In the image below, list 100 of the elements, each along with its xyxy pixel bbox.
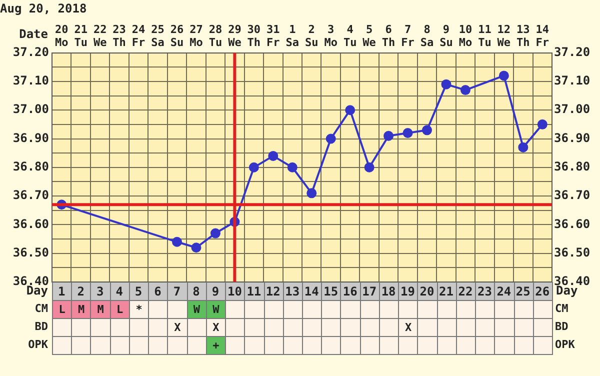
x-tick-label: 26 Su	[170, 22, 184, 50]
x-tick-label: 25 Sa	[151, 22, 164, 50]
x2-tick-label: 20	[420, 284, 434, 298]
x2-tick-label: 1	[58, 284, 66, 298]
x-tick-label: 22 We	[93, 22, 108, 50]
x2-tick-label: 15	[324, 284, 338, 298]
point	[384, 130, 394, 141]
x2-tick-label: 17	[362, 284, 377, 298]
x2-tick-label: 23	[477, 284, 492, 298]
category-label: BD	[555, 320, 568, 333]
x-tick-label: 6 Th	[382, 22, 396, 50]
x-tick-label: 2 Su	[304, 22, 318, 50]
y2-tick-label: 37.10	[554, 74, 590, 88]
x2-tick-label: 8	[192, 284, 200, 298]
table-cell: X	[398, 318, 418, 337]
x-tick-label: 23 Th	[112, 22, 126, 50]
chart-title: Aug 20, 2018	[0, 1, 87, 16]
x2-tick-label: 4	[116, 284, 123, 298]
x-axis-title: Date	[19, 26, 48, 41]
x2-tick-label: 9	[212, 284, 220, 298]
y2-tick-label: 36.70	[554, 188, 590, 202]
y-tick-label: 37.20	[12, 44, 49, 59]
category-label: CM	[34, 302, 48, 315]
x2-tick-label: 21	[439, 284, 454, 298]
point	[460, 85, 470, 96]
x2-tick-label: 26	[535, 284, 550, 298]
category-label: OPK	[555, 338, 575, 351]
table-cell: L	[110, 300, 130, 319]
point	[248, 162, 259, 172]
y2-tick-label: 36.60	[554, 216, 590, 231]
x-tick-label: 20 Mo	[54, 22, 69, 50]
x-tick-label: 13 Th	[516, 22, 530, 50]
x-tick-label: 7 Fr	[401, 22, 415, 50]
x-tick-label: 28 Tu	[208, 22, 222, 50]
x2-tick-label: 11	[246, 284, 262, 298]
x2-tick-label: 14	[304, 284, 319, 298]
x2-tick-label: 10	[227, 284, 242, 298]
x2-tick-label: 19	[400, 284, 415, 298]
x-tick-label: 29 We	[228, 22, 242, 50]
x2-tick-label: 25	[516, 284, 530, 298]
x2-tick-label: 18	[381, 284, 396, 298]
point	[210, 228, 220, 238]
x-tick-label: 12 We	[497, 22, 511, 50]
x2-tick-label: 6	[154, 284, 162, 298]
point	[402, 128, 413, 138]
point	[364, 162, 374, 172]
point	[191, 242, 202, 253]
x-tick-label: 11 Tu	[478, 22, 492, 50]
y-tick-label: 36.80	[12, 160, 49, 174]
x2-tick-label: 12	[266, 284, 280, 298]
y2-tick-label: 36.80	[554, 160, 590, 174]
point	[326, 134, 336, 144]
y-tick-label: 36.60	[12, 216, 49, 231]
x-tick-label: 27 Mo	[190, 22, 204, 50]
x-tick-label: 3 Mo	[324, 22, 338, 50]
y2-tick-label: 36.50	[554, 245, 590, 260]
x2-tick-label: 22	[458, 284, 473, 298]
table-cell: X	[167, 318, 188, 337]
y-tick-label: 37.10	[12, 74, 49, 88]
x-tick-label: 30 Th	[247, 22, 261, 50]
table-cell: L	[52, 300, 72, 319]
x2-tick-label: 2	[77, 284, 84, 298]
y-tick-label: 36.90	[12, 130, 49, 145]
x-tick-label: 31 Fr	[266, 22, 280, 50]
point	[306, 188, 317, 198]
point	[537, 119, 548, 130]
y-tick-label: 36.70	[12, 188, 49, 202]
table-cell: W	[186, 300, 207, 319]
x2-tick-label: 24	[496, 284, 512, 298]
point	[287, 162, 298, 172]
x-tick-label: 14 Fr	[536, 22, 550, 50]
table-cell: M	[71, 300, 92, 319]
point	[498, 70, 509, 81]
x2-tick-label: 7	[173, 284, 181, 298]
x-tick-label: 21 Tu	[74, 22, 88, 50]
category-label: OPK	[28, 338, 48, 351]
category-label: CM	[555, 302, 568, 315]
x-tick-label: 10 Mo	[458, 22, 472, 50]
y2-tick-label: 37.20	[554, 44, 590, 59]
point	[518, 142, 528, 152]
point	[441, 79, 452, 90]
x-tick-label: 4 Tu	[343, 22, 357, 50]
x2-tick-label: 3	[96, 284, 104, 298]
point	[172, 236, 182, 247]
y2-tick-label: 37.00	[554, 102, 590, 116]
category-label: BD	[34, 320, 48, 333]
x-tick-label: 8 Sa	[420, 22, 434, 50]
table-cell: M	[90, 300, 111, 319]
point	[268, 150, 278, 161]
y-tick-label: 37.00	[12, 102, 49, 116]
x-tick-label: 24 Fr	[132, 22, 146, 50]
x-tick-label: 1 Sa	[286, 22, 300, 50]
y2-tick-label: 36.90	[554, 130, 590, 145]
x2-tick-label: 16	[342, 284, 358, 298]
y-tick-label: 36.50	[12, 245, 49, 260]
x2-tick-label: 5	[134, 284, 142, 298]
table-cell: +	[206, 336, 226, 355]
x2-tick-label: 13	[285, 284, 300, 298]
x-tick-label: 9 Su	[440, 22, 453, 50]
x-tick-label: 5 We	[362, 22, 376, 50]
